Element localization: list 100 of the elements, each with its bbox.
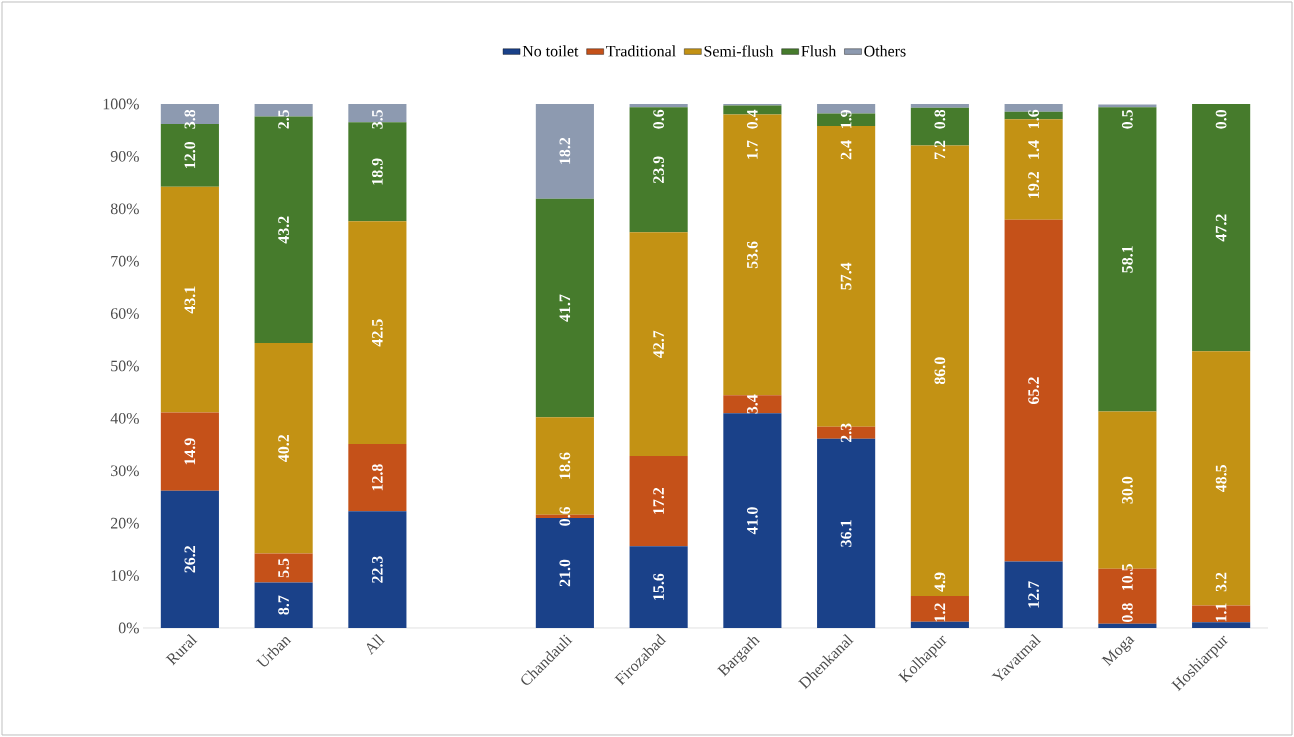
bar [910, 596, 969, 622]
data-label: 57.4 [840, 262, 852, 290]
bar [629, 546, 688, 628]
data-label: 1.9 [840, 109, 852, 128]
data-label: 86.0 [934, 357, 946, 385]
bar [723, 103, 782, 106]
data-label: 0.8 [934, 109, 946, 129]
data-label: 1.7 [747, 140, 758, 159]
bar [629, 232, 688, 457]
bar [910, 103, 969, 108]
bar [160, 412, 219, 491]
y-tick-label: 40% [110, 412, 139, 424]
data-label: 5.5 [278, 558, 289, 578]
data-label: 65.2 [1028, 377, 1040, 405]
bar [1098, 623, 1157, 628]
data-label: 4.9 [934, 572, 946, 592]
data-label: 26.2 [184, 546, 196, 573]
data-label: 15.6 [653, 573, 665, 600]
bar [629, 456, 688, 547]
bar [1098, 107, 1157, 412]
data-label: 1.4 [1028, 140, 1039, 159]
data-label: 12.8 [371, 464, 383, 491]
bar [910, 621, 969, 628]
data-label: 48.5 [1215, 465, 1227, 493]
data-label: 3.4 [747, 394, 758, 414]
bar [1004, 219, 1063, 562]
y-tick-label: 0% [118, 622, 139, 634]
data-label: 2.3 [840, 423, 852, 443]
data-label: 41.7 [559, 294, 571, 322]
y-tick-label: 10% [111, 570, 139, 581]
x-tick-label: All [366, 634, 385, 656]
data-label: 3.5 [372, 109, 383, 129]
data-label: 18.9 [371, 158, 383, 185]
data-label: 53.6 [747, 241, 758, 269]
y-tick-label: 70% [111, 255, 139, 267]
data-label: 30.0 [1121, 476, 1133, 504]
data-label: 0.8 [1121, 603, 1133, 623]
bar [1192, 622, 1251, 628]
y-tick-label: 30% [111, 465, 139, 477]
legend-label: Traditional [606, 45, 676, 57]
y-tick-label: 80% [110, 203, 139, 215]
data-label: 12.7 [1028, 581, 1040, 608]
bar [348, 511, 407, 628]
data-label: 0.5 [1121, 109, 1133, 129]
legend-label: No toilet [522, 45, 579, 57]
data-label: 21.0 [559, 559, 571, 587]
bar [254, 342, 313, 554]
data-label: 58.1 [1121, 246, 1133, 273]
y-tick-label: 20% [110, 517, 139, 529]
bar [535, 103, 594, 199]
bar [629, 107, 688, 233]
data-label: 43.1 [184, 286, 196, 314]
data-label: 12.0 [184, 142, 196, 168]
legend-label: Semi-flush [704, 45, 774, 57]
data-label: 0.6 [653, 109, 665, 129]
bar [348, 221, 407, 445]
data-label: 36.1 [840, 520, 852, 547]
data-label: 7.2 [934, 140, 946, 160]
data-label: 0.4 [746, 109, 758, 129]
y-tick-label: 60% [110, 308, 139, 319]
data-label: 1.1 [1215, 603, 1227, 622]
bar [254, 582, 313, 628]
bar [629, 103, 688, 108]
bar [535, 198, 594, 418]
data-label: 40.2 [278, 434, 290, 462]
legend-label: Flush [801, 45, 837, 57]
data-label: 22.3 [372, 556, 383, 583]
data-label: 43.2 [278, 216, 290, 244]
data-label: 8.7 [278, 595, 290, 615]
data-label: 18.6 [559, 452, 571, 479]
bar [723, 413, 782, 628]
data-label: 10.5 [1121, 564, 1133, 591]
bar [254, 553, 313, 583]
y-tick-label: 90% [110, 150, 139, 162]
data-label: 1.2 [934, 603, 946, 622]
data-label: 2.4 [840, 140, 852, 160]
data-label: 41.0 [746, 507, 758, 535]
data-label: 3.8 [184, 109, 196, 129]
data-label: 47.2 [1215, 214, 1227, 242]
bar [1192, 605, 1251, 623]
data-label: 14.9 [184, 438, 196, 465]
data-label: 3.2 [1215, 572, 1227, 592]
bar [723, 395, 782, 414]
bar [160, 490, 219, 628]
data-label: 19.2 [1028, 171, 1040, 198]
data-label: 1.6 [1028, 109, 1040, 128]
data-label: 0.0 [1215, 109, 1227, 129]
bar [348, 444, 407, 512]
data-label: 17.2 [653, 487, 665, 514]
data-label: 18.2 [559, 137, 571, 164]
data-label: 0.6 [559, 506, 571, 526]
data-label: 42.7 [653, 330, 665, 358]
legend-label: Others [864, 45, 906, 57]
bar [160, 186, 219, 413]
data-label: 23.9 [653, 156, 665, 184]
y-tick-label: 100% [103, 98, 139, 110]
data-label: 42.5 [372, 319, 383, 347]
y-tick-label: 50% [111, 360, 139, 372]
bar [1004, 561, 1063, 628]
bar [1192, 103, 1251, 352]
